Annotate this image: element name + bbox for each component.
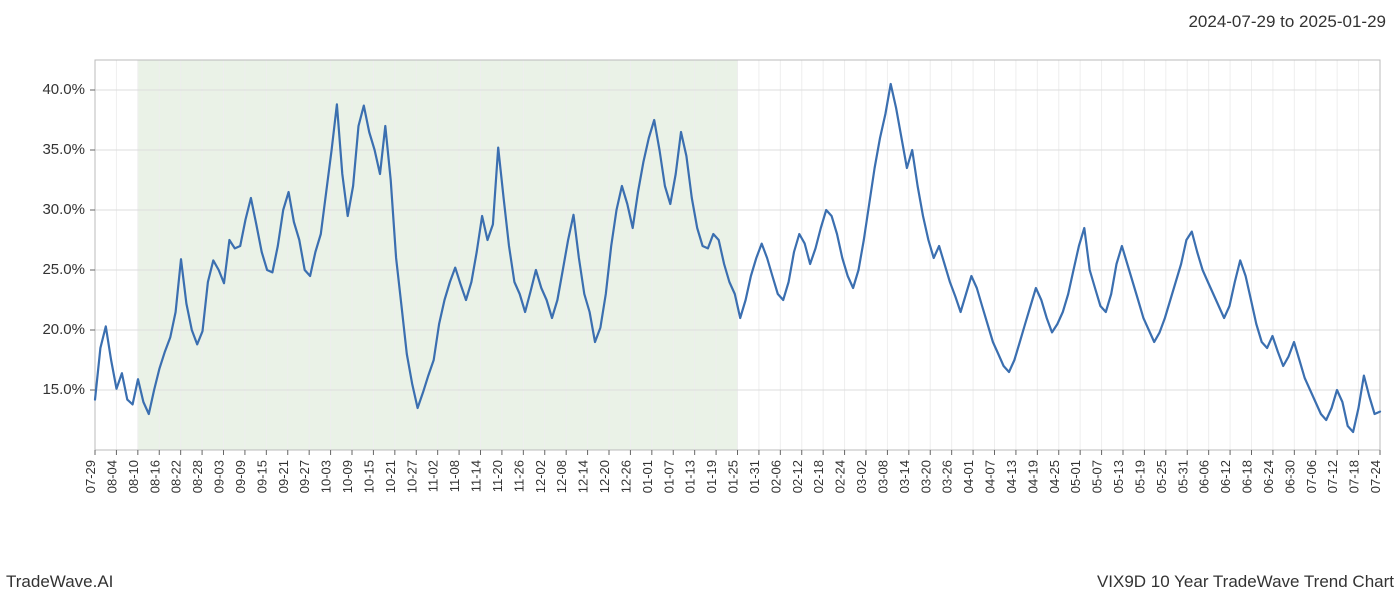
svg-text:07-18: 07-18 bbox=[1347, 460, 1362, 493]
svg-text:05-01: 05-01 bbox=[1068, 460, 1083, 493]
svg-text:12-26: 12-26 bbox=[618, 460, 633, 493]
svg-text:11-08: 11-08 bbox=[447, 460, 462, 492]
svg-text:04-19: 04-19 bbox=[1025, 460, 1040, 493]
svg-text:09-03: 09-03 bbox=[212, 460, 227, 493]
svg-text:01-07: 01-07 bbox=[661, 460, 676, 493]
svg-text:25.0%: 25.0% bbox=[42, 261, 85, 278]
svg-text:02-18: 02-18 bbox=[811, 460, 826, 493]
svg-text:10-27: 10-27 bbox=[404, 460, 419, 493]
svg-text:12-02: 12-02 bbox=[533, 460, 548, 493]
svg-text:03-08: 03-08 bbox=[875, 460, 890, 493]
svg-text:05-25: 05-25 bbox=[1154, 460, 1169, 493]
svg-text:10-15: 10-15 bbox=[361, 460, 376, 493]
svg-text:02-24: 02-24 bbox=[833, 460, 848, 493]
svg-text:01-13: 01-13 bbox=[683, 460, 698, 493]
svg-text:08-16: 08-16 bbox=[147, 460, 162, 493]
svg-text:01-31: 01-31 bbox=[747, 460, 762, 493]
svg-text:15.0%: 15.0% bbox=[42, 381, 85, 398]
svg-text:12-14: 12-14 bbox=[576, 460, 591, 493]
chart-title: VIX9D 10 Year TradeWave Trend Chart bbox=[1097, 572, 1394, 592]
svg-text:05-13: 05-13 bbox=[1111, 460, 1126, 493]
svg-text:05-07: 05-07 bbox=[1090, 460, 1105, 493]
svg-text:01-19: 01-19 bbox=[704, 460, 719, 493]
svg-text:08-04: 08-04 bbox=[104, 460, 119, 493]
svg-text:04-07: 04-07 bbox=[983, 460, 998, 493]
svg-text:01-25: 01-25 bbox=[726, 460, 741, 493]
svg-text:09-15: 09-15 bbox=[254, 460, 269, 493]
svg-text:06-06: 06-06 bbox=[1197, 460, 1212, 493]
svg-text:11-20: 11-20 bbox=[490, 460, 505, 492]
svg-text:06-30: 06-30 bbox=[1282, 460, 1297, 493]
svg-text:40.0%: 40.0% bbox=[42, 81, 85, 98]
svg-text:30.0%: 30.0% bbox=[42, 201, 85, 218]
svg-text:02-06: 02-06 bbox=[768, 460, 783, 493]
svg-text:04-01: 04-01 bbox=[961, 460, 976, 493]
svg-text:06-12: 06-12 bbox=[1218, 460, 1233, 493]
svg-text:05-31: 05-31 bbox=[1175, 460, 1190, 493]
svg-text:03-20: 03-20 bbox=[918, 460, 933, 493]
svg-text:03-02: 03-02 bbox=[854, 460, 869, 493]
svg-text:20.0%: 20.0% bbox=[42, 321, 85, 338]
svg-text:05-19: 05-19 bbox=[1132, 460, 1147, 493]
svg-text:04-13: 04-13 bbox=[1004, 460, 1019, 493]
svg-text:08-22: 08-22 bbox=[169, 460, 184, 493]
svg-text:12-20: 12-20 bbox=[597, 460, 612, 493]
chart-svg: 15.0% 20.0% 25.0% 30.0% 35.0% 40.0% 07-29 08-04… bbox=[0, 50, 1400, 510]
svg-text:10-09: 10-09 bbox=[340, 460, 355, 493]
svg-text:12-08: 12-08 bbox=[554, 460, 569, 493]
svg-text:07-06: 07-06 bbox=[1304, 460, 1319, 493]
svg-text:02-12: 02-12 bbox=[790, 460, 805, 493]
svg-text:07-29: 07-29 bbox=[83, 460, 98, 493]
trend-chart: 15.0% 20.0% 25.0% 30.0% 35.0% 40.0% 07-29 08-04… bbox=[0, 50, 1400, 510]
svg-text:08-28: 08-28 bbox=[190, 460, 205, 493]
svg-text:03-14: 03-14 bbox=[897, 460, 912, 493]
svg-text:01-01: 01-01 bbox=[640, 460, 655, 493]
svg-text:09-27: 09-27 bbox=[297, 460, 312, 493]
svg-text:09-21: 09-21 bbox=[276, 460, 291, 493]
svg-text:10-21: 10-21 bbox=[383, 460, 398, 493]
svg-text:11-26: 11-26 bbox=[511, 460, 526, 492]
svg-text:06-18: 06-18 bbox=[1240, 460, 1255, 493]
brand-label: TradeWave.AI bbox=[6, 572, 113, 592]
svg-text:06-24: 06-24 bbox=[1261, 460, 1276, 493]
svg-text:35.0%: 35.0% bbox=[42, 141, 85, 158]
date-range-label: 2024-07-29 to 2025-01-29 bbox=[1188, 12, 1386, 32]
svg-text:04-25: 04-25 bbox=[1047, 460, 1062, 493]
svg-text:03-26: 03-26 bbox=[940, 460, 955, 493]
svg-text:11-14: 11-14 bbox=[469, 460, 484, 492]
svg-text:08-10: 08-10 bbox=[126, 460, 141, 493]
svg-text:09-09: 09-09 bbox=[233, 460, 248, 493]
svg-text:07-12: 07-12 bbox=[1325, 460, 1340, 493]
svg-text:10-03: 10-03 bbox=[319, 460, 334, 493]
svg-text:07-24: 07-24 bbox=[1368, 460, 1383, 493]
svg-text:11-02: 11-02 bbox=[426, 460, 441, 492]
